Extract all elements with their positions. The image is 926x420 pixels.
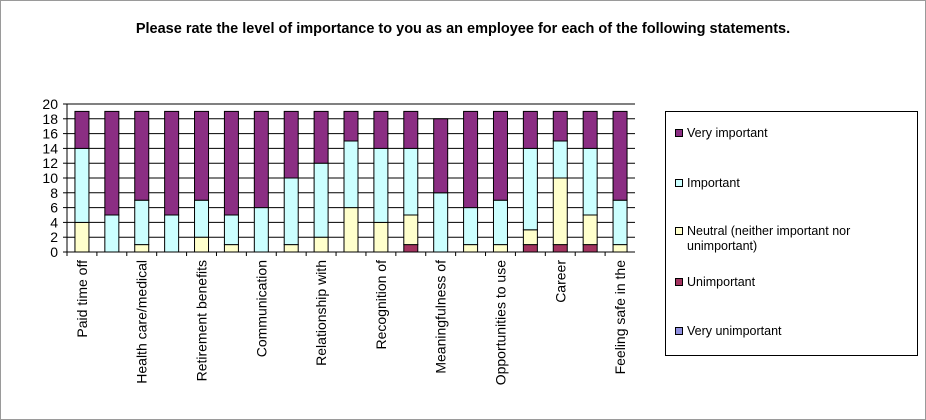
- x-tick-label: Opportunities to use: [492, 260, 508, 386]
- legend-item: Very important: [675, 126, 915, 141]
- bar-segment-11-3: [403, 147, 419, 216]
- legend-label: Very unimportant: [687, 324, 782, 338]
- x-tick-label: Recognition of: [373, 260, 389, 350]
- x-tick-label: Retirement benefits: [194, 260, 210, 381]
- legend-label: Important: [687, 176, 740, 190]
- legend-label: Neutral (neither important nor unimporta…: [687, 224, 851, 253]
- bar-segment-11-1: [403, 244, 419, 253]
- legend-label: Very important: [687, 126, 768, 140]
- bar-segment-1-3: [104, 214, 120, 253]
- bar-segment-13-3: [463, 207, 479, 246]
- bar-segment-3-3: [164, 214, 180, 253]
- x-tick-label: Meaningfulness of: [433, 260, 449, 374]
- bar-segment-13-2: [463, 244, 479, 253]
- x-tick-label: Feeling safe in the: [612, 260, 628, 375]
- bar-segment-8-4: [313, 110, 329, 164]
- y-tick-label: 0: [50, 244, 58, 260]
- y-tick-label: 18: [42, 111, 58, 127]
- legend-item: Neutral (neither important nor unimporta…: [675, 224, 915, 254]
- legend-swatch: [675, 179, 683, 187]
- y-tick-label: 14: [42, 140, 58, 156]
- bar-segment-17-3: [582, 147, 598, 216]
- x-tick-label: Relationship with: [313, 260, 329, 366]
- bar-segment-5-3: [223, 214, 239, 246]
- legend-label: Unimportant: [687, 275, 756, 289]
- bar-segment-2-3: [134, 199, 150, 246]
- y-tick-label: 16: [42, 126, 58, 142]
- legend-swatch: [675, 129, 683, 137]
- bar-segment-6-4: [253, 110, 269, 209]
- bar-segment-9-2: [343, 207, 359, 253]
- bar-segment-0-3: [74, 147, 90, 223]
- legend-item: Unimportant: [675, 275, 915, 290]
- legend-swatch: [675, 278, 683, 286]
- bar-segment-7-3: [283, 177, 299, 246]
- legend-swatch: [675, 227, 683, 235]
- bar-segment-5-2: [223, 244, 239, 253]
- bar-segment-15-1: [522, 244, 538, 253]
- legend-item: Very unimportant: [675, 324, 915, 339]
- bar-segment-17-1: [582, 244, 598, 253]
- bar-segment-16-3: [552, 140, 568, 179]
- bar-segment-10-3: [373, 147, 389, 223]
- bar-segment-12-4: [433, 118, 449, 194]
- bar-segment-14-4: [492, 110, 508, 201]
- bar-segment-12-3: [433, 192, 449, 253]
- bar-segment-0-2: [74, 221, 90, 253]
- bar-segment-14-3: [492, 199, 508, 246]
- bar-segment-11-4: [403, 110, 419, 149]
- bar-segment-16-1: [552, 244, 568, 253]
- bar-segment-17-4: [582, 110, 598, 149]
- bar-segment-7-2: [283, 244, 299, 253]
- bar-segment-6-3: [253, 207, 269, 253]
- x-tick-label: Career: [552, 260, 568, 303]
- bar-segment-3-4: [164, 110, 180, 216]
- bar-segment-4-3: [194, 199, 210, 238]
- legend: Very important Important Neutral (neither …: [665, 111, 918, 356]
- bar-segment-18-3: [612, 199, 628, 246]
- bar-segment-9-4: [343, 110, 359, 142]
- x-tick-label: Paid time off: [74, 260, 90, 338]
- legend-item: Important: [675, 176, 915, 191]
- bar-segment-0-4: [74, 110, 90, 149]
- x-tick-label: Health care/medical: [134, 260, 150, 384]
- bar-segment-2-2: [134, 244, 150, 253]
- bar-segment-2-4: [134, 110, 150, 201]
- chart-title: Please rate the level of importance to y…: [135, 21, 791, 37]
- y-tick-label: 12: [42, 155, 58, 171]
- bar-segment-14-2: [492, 244, 508, 253]
- bar-segment-10-4: [373, 110, 389, 149]
- x-tick-label: Communication: [253, 260, 269, 357]
- bar-segment-15-4: [522, 110, 538, 149]
- bar-segment-18-4: [612, 110, 628, 201]
- bar-segment-1-4: [104, 110, 120, 216]
- y-tick-label: 6: [50, 200, 58, 216]
- bar-segment-16-2: [552, 177, 568, 246]
- bar-segment-5-4: [223, 110, 239, 216]
- y-tick-label: 8: [50, 185, 58, 201]
- bar-segment-7-4: [283, 110, 299, 179]
- y-tick-label: 10: [42, 170, 58, 186]
- bar-segment-16-4: [552, 110, 568, 142]
- y-tick-label: 20: [42, 96, 58, 112]
- y-tick-label: 4: [50, 214, 58, 230]
- bar-segment-8-2: [313, 236, 329, 253]
- bar-segment-8-3: [313, 162, 329, 238]
- bar-segment-11-2: [403, 214, 419, 246]
- bar-segment-4-4: [194, 110, 210, 201]
- bar-segment-17-2: [582, 214, 598, 246]
- bar-segment-4-2: [194, 236, 210, 253]
- bar-segment-18-2: [612, 244, 628, 253]
- legend-swatch: [675, 327, 683, 335]
- y-tick-label: 2: [50, 229, 58, 245]
- bar-segment-13-4: [463, 110, 479, 209]
- bar-segment-15-3: [522, 147, 538, 231]
- bar-segment-15-2: [522, 229, 538, 246]
- bar-segment-10-2: [373, 221, 389, 253]
- bar-segment-9-3: [343, 140, 359, 209]
